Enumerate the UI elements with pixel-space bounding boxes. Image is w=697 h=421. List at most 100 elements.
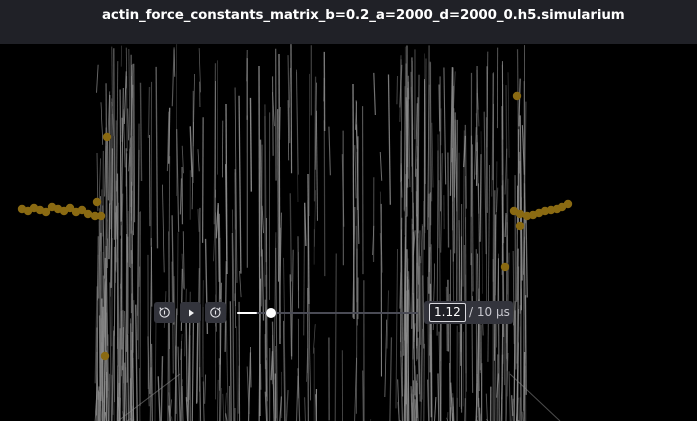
actin-fiber-segment	[96, 236, 99, 421]
actin-fiber-segment	[454, 112, 456, 198]
actin-fiber-segment	[123, 71, 127, 125]
actin-fiber-segment	[411, 304, 414, 421]
actin-fiber-segment	[437, 373, 440, 421]
actin-fiber-segment	[181, 145, 184, 174]
actin-fiber-segment	[427, 84, 430, 230]
time-slider[interactable]	[237, 306, 418, 320]
actin-fiber-segment	[313, 190, 316, 247]
actin-fiber-segment	[417, 337, 421, 395]
actin-fiber-segment	[446, 417, 448, 421]
actin-fiber-segment	[236, 326, 238, 421]
actin-fiber-segment	[106, 136, 109, 201]
actin-fiber-segment	[264, 104, 267, 263]
actin-fiber-segment	[412, 389, 415, 421]
actin-fiber-segment	[296, 71, 299, 202]
time-slider-handle[interactable]	[266, 308, 277, 318]
actin-fiber-segment	[249, 97, 253, 192]
actin-fiber-segment	[423, 343, 426, 421]
actin-fiber-segment	[463, 135, 466, 168]
actin-fiber-segment	[264, 299, 267, 397]
actin-fiber-segment	[160, 356, 164, 421]
actin-fiber-segment	[168, 231, 170, 350]
step-forward-button[interactable]	[205, 302, 226, 323]
actin-fiber-segment	[116, 365, 119, 421]
actin-fiber-segment	[521, 411, 524, 421]
actin-fiber-segment	[108, 203, 111, 260]
actin-fiber-segment	[124, 367, 127, 421]
actin-fiber-segment	[412, 230, 416, 256]
actin-fiber-segment	[485, 393, 488, 421]
actin-fiber-segment	[352, 83, 355, 320]
actin-fiber-segment	[524, 236, 527, 365]
actin-fiber-segment	[96, 64, 99, 93]
actin-fiber-segment	[414, 377, 416, 398]
actin-fiber-segment	[136, 123, 140, 316]
actin-fiber-segment	[516, 185, 518, 302]
actin-fiber-segment	[386, 290, 389, 349]
actin-fiber-segment	[220, 387, 222, 421]
actin-fiber-segment	[379, 152, 383, 181]
actin-fiber-segment	[395, 249, 398, 409]
actin-fiber-segment	[495, 161, 498, 296]
time-slider-fill	[237, 312, 258, 314]
current-time-input[interactable]: 1.12	[429, 303, 466, 322]
actin-fiber-segment	[289, 193, 293, 282]
actin-fiber-segment	[149, 367, 152, 421]
actin-fiber-segment	[127, 108, 130, 141]
actin-fiber-segment	[121, 365, 124, 421]
time-slider-track[interactable]	[237, 312, 418, 314]
actin-fiber-segment	[449, 407, 452, 421]
actin-fiber-segment	[315, 110, 318, 221]
actin-fiber-segment	[137, 211, 141, 360]
actin-fiber-segment	[399, 272, 402, 309]
actin-fiber-segment	[501, 354, 504, 421]
actin-fiber-segment	[132, 357, 135, 421]
actin-fiber-segment	[407, 289, 409, 421]
actin-fiber-segment	[154, 307, 157, 421]
actin-fiber-segment	[234, 87, 238, 283]
actin-fiber-segment	[397, 379, 400, 421]
actin-fiber-segment	[387, 74, 391, 205]
actin-fiber-segment	[198, 48, 201, 93]
actin-fiber-segment	[429, 192, 431, 356]
actin-fiber-segment	[182, 231, 185, 290]
actin-fiber-segment	[105, 83, 108, 269]
particle	[41, 207, 51, 217]
actin-fiber-segment	[283, 320, 286, 421]
actin-fiber-segment	[485, 117, 488, 318]
actin-fiber-segment	[103, 279, 107, 421]
actin-fiber-segment	[201, 280, 204, 378]
actin-fiber-segment	[509, 373, 561, 421]
actin-fiber-segment	[416, 97, 419, 297]
actin-fiber-segment	[137, 149, 140, 341]
actin-fiber-segment	[181, 253, 184, 289]
actin-fiber-segment	[128, 48, 131, 167]
actin-fiber-segment	[100, 189, 103, 290]
simulation-scene[interactable]	[0, 44, 697, 421]
actin-fiber-segment	[217, 202, 220, 282]
particle	[65, 203, 75, 213]
actin-fiber-segment	[486, 51, 489, 148]
actin-fiber-segment	[508, 371, 511, 421]
actin-fiber-segment	[523, 192, 526, 275]
actin-fiber-segment	[231, 233, 235, 421]
actin-fiber-segment	[191, 308, 195, 421]
actin-fiber-segment	[290, 44, 293, 174]
actin-fiber-segment	[231, 209, 235, 302]
step-back-button[interactable]	[154, 302, 175, 323]
play-button[interactable]	[180, 302, 201, 323]
particle	[77, 205, 87, 215]
particle	[90, 211, 100, 221]
actin-fiber-segment	[150, 237, 153, 307]
actin-fiber-segment	[410, 71, 413, 167]
actin-fiber-segment	[354, 145, 357, 199]
actin-fiber-segment	[287, 55, 291, 144]
actin-fiber-segment	[403, 236, 406, 356]
actin-fiber-segment	[373, 72, 376, 115]
actin-fiber-segment	[295, 375, 299, 421]
actin-fiber-segment	[303, 202, 307, 247]
actin-fiber-segment	[372, 225, 375, 255]
3d-viewport[interactable]	[0, 44, 697, 421]
actin-fiber-segment	[100, 102, 104, 145]
actin-fiber-segment	[104, 412, 107, 421]
